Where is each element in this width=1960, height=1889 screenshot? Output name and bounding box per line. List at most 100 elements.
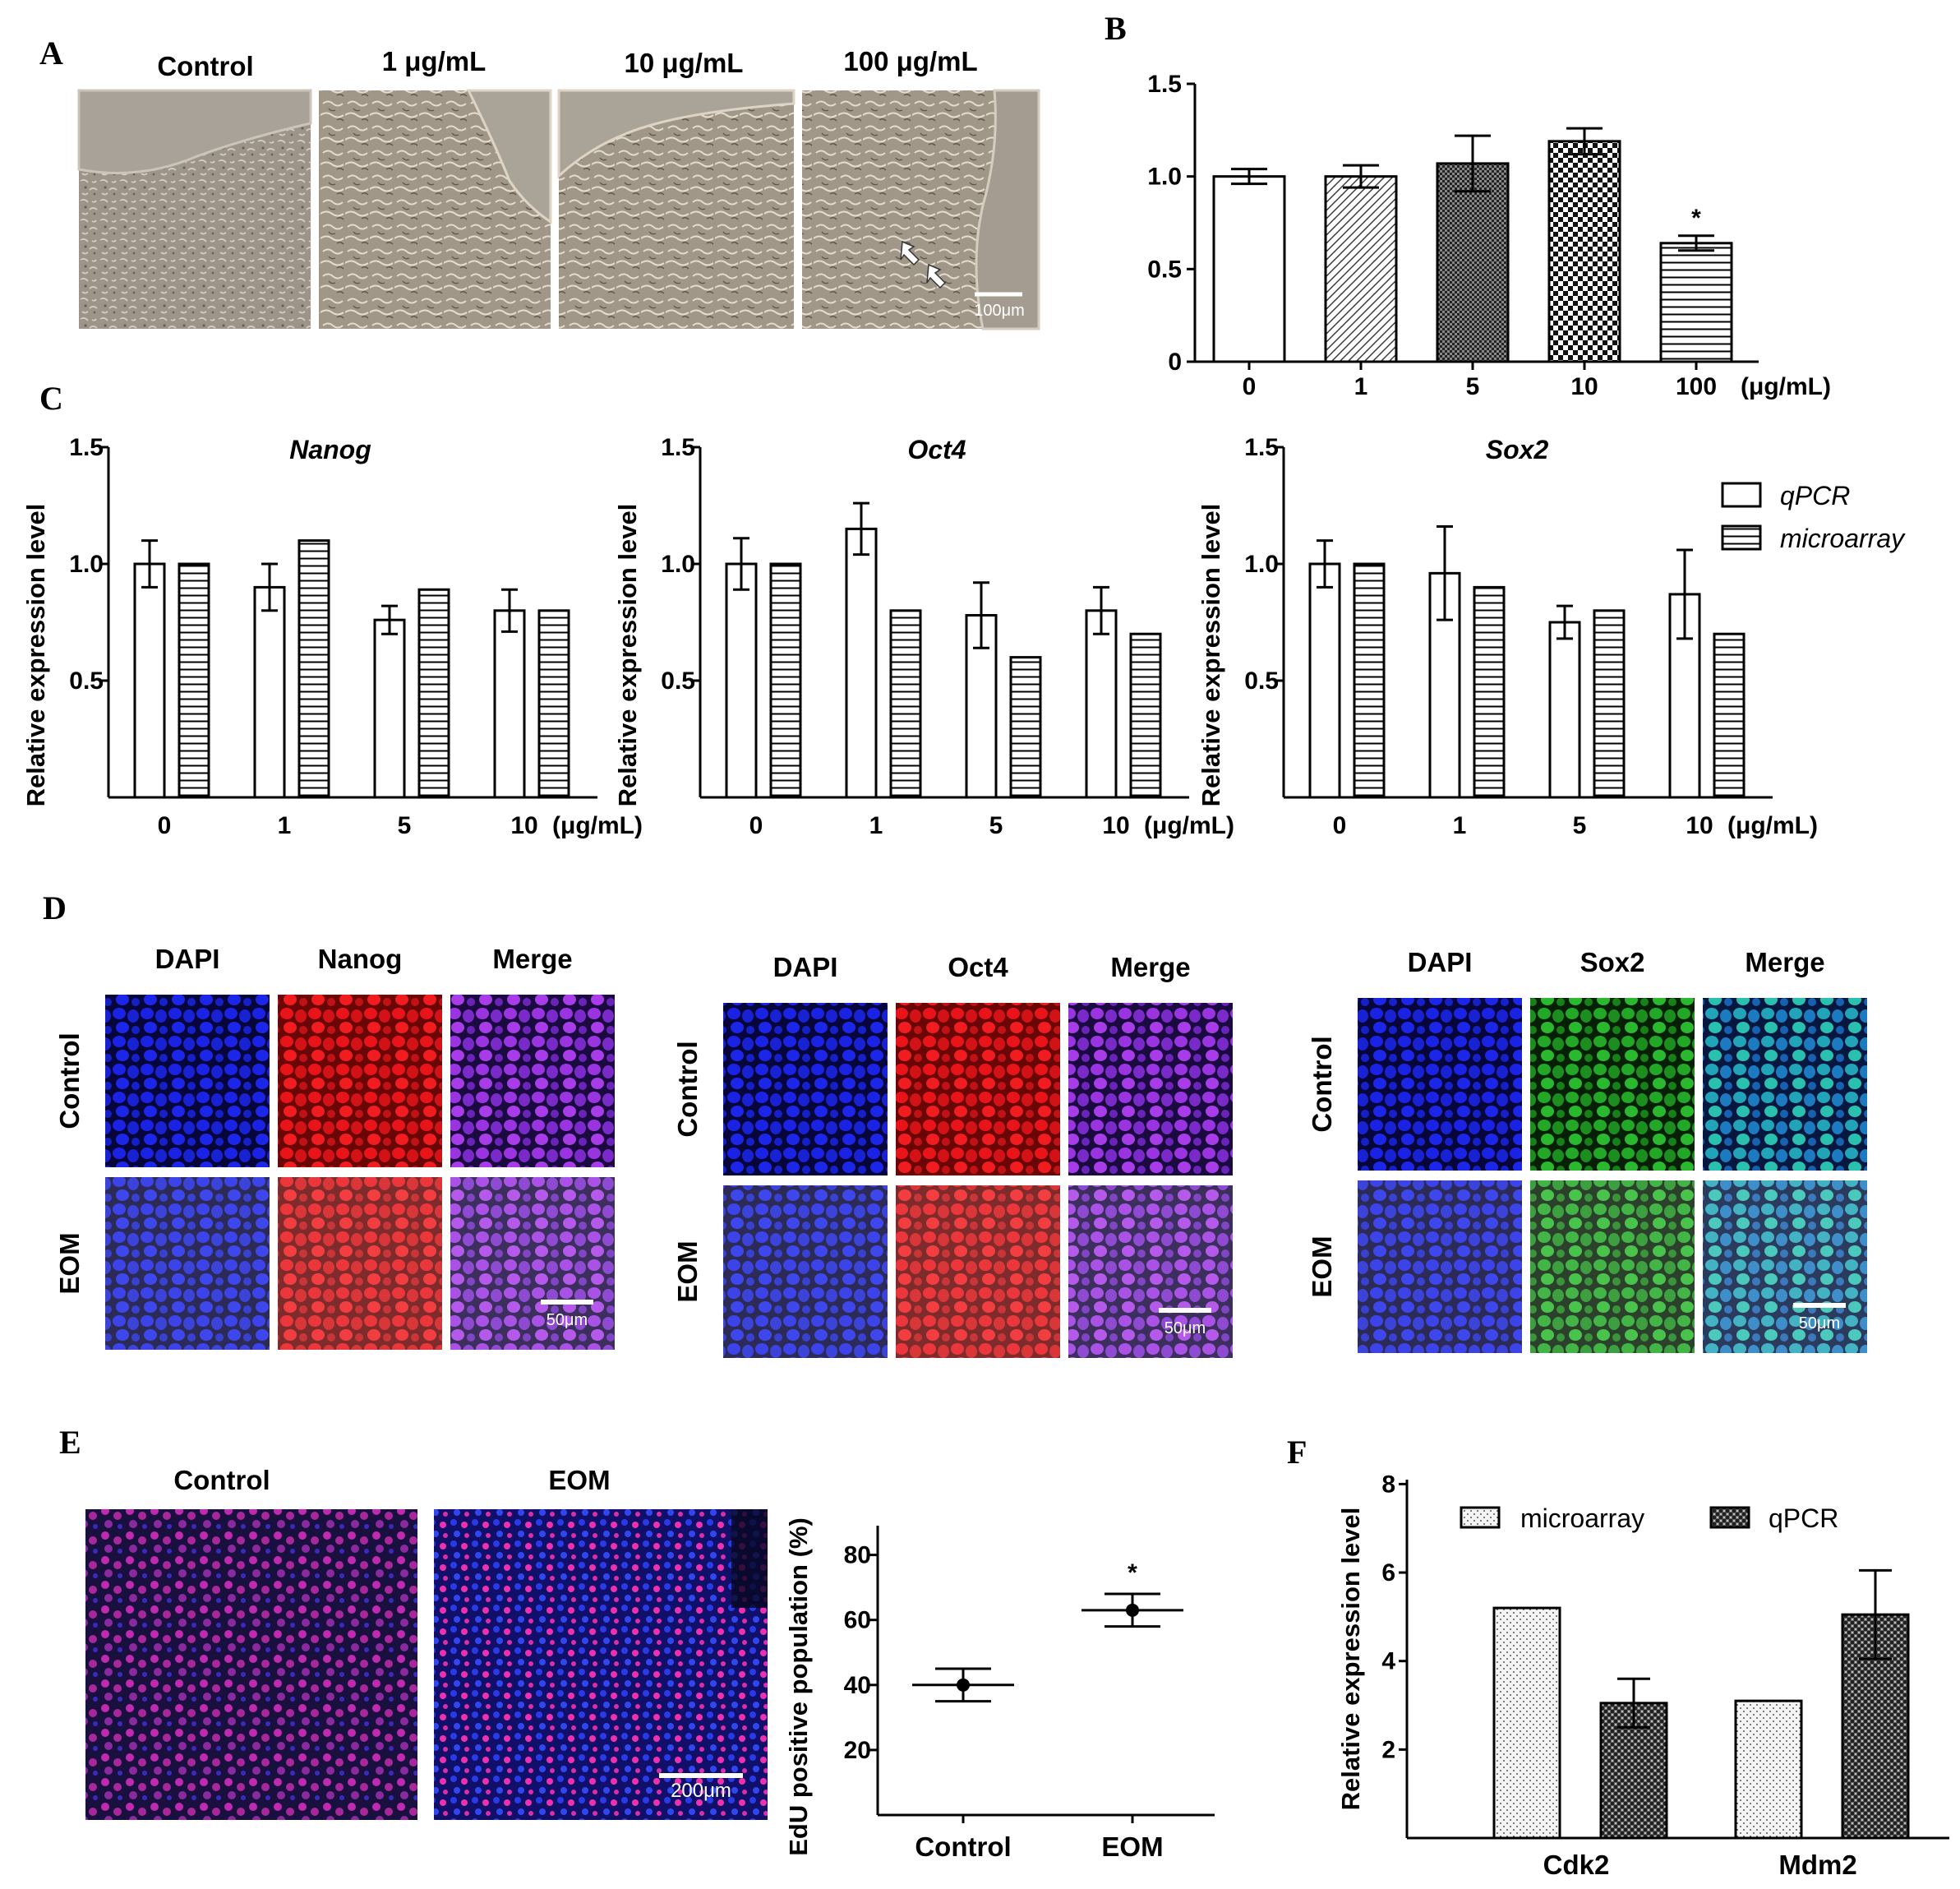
d-fluorescence-image bbox=[1530, 1180, 1695, 1353]
f-y-tick-label: 8 bbox=[1381, 1471, 1395, 1498]
c-error-bar bbox=[381, 604, 398, 635]
b-x-tick-label: 5 bbox=[1466, 373, 1480, 400]
c-gene-title: Nanog bbox=[289, 435, 371, 464]
f-legend-swatch-microarray bbox=[1460, 1506, 1501, 1529]
panel-c-oct4-chart: 0.5 1.0 1.5 Relative expression level Oct4 0 1… bbox=[613, 434, 1234, 839]
b-unit-label: (μg/mL) bbox=[1741, 373, 1831, 400]
d-fluorescence-image bbox=[1703, 1180, 1867, 1353]
micrograph-10ug bbox=[557, 89, 796, 329]
d-fluorescence-image bbox=[1530, 998, 1695, 1171]
d-fluorescence-image bbox=[1358, 1180, 1522, 1353]
c-error-bar bbox=[501, 588, 518, 633]
c-bar-microarray bbox=[178, 562, 210, 799]
panel-e-header-eom: EOM bbox=[548, 1465, 610, 1495]
f-error-bar bbox=[1617, 1677, 1650, 1729]
c-bar-microarray bbox=[889, 609, 922, 799]
panel-e-chart: 20 40 60 80 EdU positive population (%) Contr… bbox=[784, 1517, 1215, 1862]
e-significance-star: * bbox=[1128, 1559, 1137, 1586]
d-row-label: Control bbox=[1307, 1036, 1337, 1132]
c-bar-microarray bbox=[297, 539, 330, 799]
c-unit-label: (μg/mL) bbox=[1727, 812, 1818, 839]
d-column-header: DAPI bbox=[155, 944, 220, 974]
c-bar-qpcr bbox=[1548, 621, 1581, 799]
f-y-tick-label: 6 bbox=[1381, 1559, 1395, 1586]
f-y-tick-label: 4 bbox=[1381, 1648, 1395, 1675]
panel-label-b: B bbox=[1105, 10, 1127, 47]
e-y-tick-label: 20 bbox=[844, 1737, 871, 1764]
b-significance-star: * bbox=[1691, 205, 1701, 232]
c-bar-microarray bbox=[1353, 562, 1386, 799]
c-y-tick-label: 0.5 bbox=[661, 667, 695, 695]
d-column-header: Merge bbox=[492, 944, 572, 974]
c-y-tick-label: 1.5 bbox=[69, 434, 104, 461]
d-column-header: Merge bbox=[1745, 947, 1824, 977]
panel-a: Control 1 μg/mL 10 μg/mL 100 μg/mL 100μm bbox=[77, 46, 1040, 330]
d-column-header: Sox2 bbox=[1580, 947, 1645, 977]
c-bar-qpcr bbox=[493, 609, 526, 799]
d-row-label: Control bbox=[672, 1041, 703, 1137]
c-y-axis-label: Relative expression level bbox=[613, 504, 642, 807]
c-y-tick-label: 1.0 bbox=[661, 551, 695, 578]
micrograph-control bbox=[77, 89, 312, 329]
d-fluorescence-image bbox=[1358, 998, 1522, 1171]
c-bar-qpcr bbox=[1308, 562, 1341, 799]
panel-e-header-control: Control bbox=[173, 1465, 270, 1495]
panel-f-chart: 2 4 6 8 Relative expression level Cdk2 Mdm2 mic… bbox=[1336, 1471, 1949, 1880]
c-error-bar bbox=[853, 501, 869, 557]
c-unit-label: (μg/mL) bbox=[552, 812, 643, 839]
d-fluorescence-image bbox=[896, 1185, 1060, 1358]
f-bar bbox=[1734, 1699, 1803, 1840]
c-y-tick-label: 1.0 bbox=[69, 551, 104, 578]
b-bar bbox=[1659, 242, 1733, 363]
legend-swatch-qpcr bbox=[1721, 482, 1762, 508]
e-y-axis-label: EdU positive population (%) bbox=[784, 1517, 813, 1856]
d-scale-label: 50μm bbox=[546, 1311, 588, 1329]
d-row-label: EOM bbox=[1307, 1235, 1337, 1297]
d-fluorescence-image bbox=[896, 1003, 1060, 1175]
c-x-tick-label: 0 bbox=[749, 812, 763, 839]
panel-a-scale-label: 100μm bbox=[974, 302, 1025, 320]
micrograph-1ug bbox=[319, 89, 552, 329]
d-fluorescence-image bbox=[1703, 998, 1867, 1171]
c-y-axis-label: Relative expression level bbox=[1197, 504, 1225, 807]
c-bar-microarray bbox=[1473, 585, 1506, 799]
c-bar-microarray bbox=[1713, 632, 1746, 799]
edu-image-eom bbox=[434, 1509, 768, 1820]
f-x-tick-label: Mdm2 bbox=[1778, 1850, 1856, 1880]
c-x-tick-label: 0 bbox=[158, 812, 172, 839]
c-bar-qpcr bbox=[845, 527, 878, 799]
b-y-tick-label: 0 bbox=[1168, 349, 1182, 376]
f-x-tick-label: Cdk2 bbox=[1543, 1850, 1610, 1880]
c-bar-qpcr bbox=[373, 618, 406, 799]
legend-swatch-microarray bbox=[1721, 524, 1762, 551]
d-scale-label: 50μm bbox=[1799, 1314, 1840, 1332]
d-fluorescence-image bbox=[278, 995, 442, 1167]
c-y-axis-label: Relative expression level bbox=[21, 504, 50, 807]
f-error-bar bbox=[1859, 1568, 1892, 1660]
b-x-tick-label: 1 bbox=[1354, 373, 1368, 400]
c-error-bar bbox=[1676, 548, 1693, 640]
c-error-bar bbox=[1556, 604, 1573, 640]
d-fluorescence-image bbox=[450, 995, 615, 1167]
c-y-tick-label: 1.5 bbox=[1244, 434, 1279, 461]
b-y-tick-label: 0.5 bbox=[1147, 256, 1182, 283]
f-bar bbox=[1492, 1606, 1561, 1840]
c-error-bar bbox=[261, 562, 278, 612]
c-y-tick-label: 0.5 bbox=[69, 667, 104, 695]
panel-d: DAPI Nanog Merge Control EOM 50μm DAPI Oct4 Merg… bbox=[54, 944, 1867, 1358]
b-x-tick-label: 0 bbox=[1243, 373, 1257, 400]
c-x-tick-label: 0 bbox=[1333, 812, 1347, 839]
b-error-bar bbox=[1455, 134, 1491, 193]
b-bar bbox=[1324, 175, 1398, 363]
d-fluorescence-image bbox=[278, 1177, 442, 1350]
d-fluorescence-image bbox=[1068, 1003, 1233, 1175]
f-legend-label-qpcr: qPCR bbox=[1769, 1503, 1838, 1533]
c-x-tick-label: 10 bbox=[1102, 812, 1129, 839]
panel-label-d: D bbox=[43, 889, 67, 926]
c-error-bar bbox=[1093, 585, 1109, 635]
f-legend-label-microarray: microarray bbox=[1520, 1503, 1644, 1533]
c-y-tick-label: 1.0 bbox=[1244, 551, 1279, 578]
c-x-tick-label: 10 bbox=[1686, 812, 1713, 839]
c-x-tick-label: 5 bbox=[989, 812, 1003, 839]
